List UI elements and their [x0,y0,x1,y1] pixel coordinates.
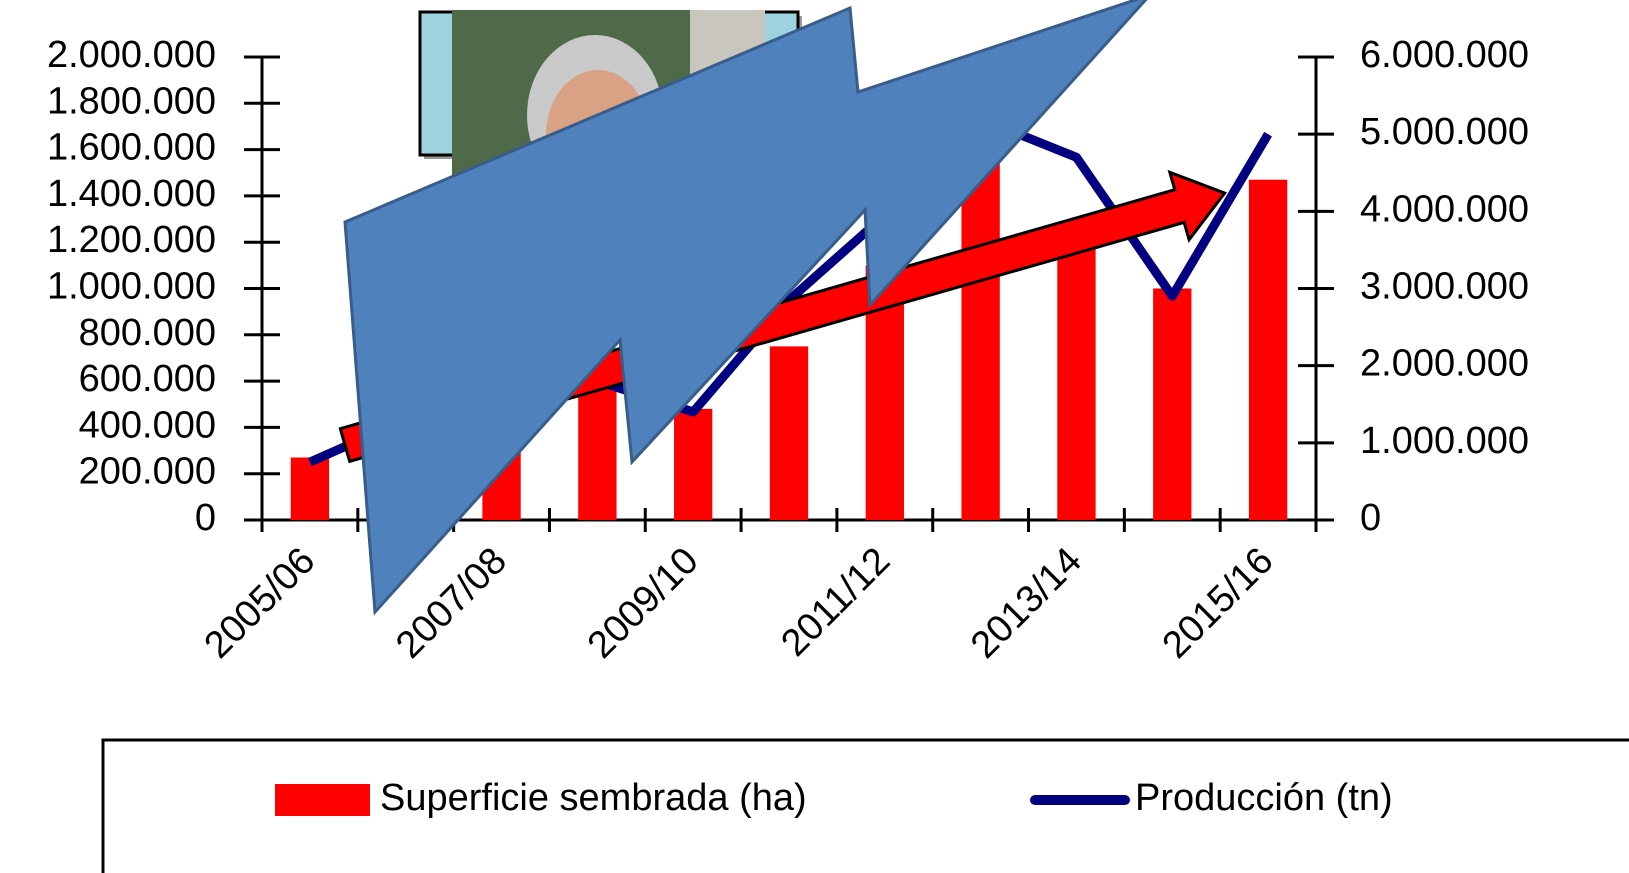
x-tick-label: 2011/12 [773,540,898,665]
chart: 0200.000400.000600.000800.0001.000.0001.… [0,0,1629,873]
y2-tick-label: 5.000.000 [1360,111,1529,153]
y-tick-label: 600.000 [79,358,216,400]
bar [291,457,329,520]
bar [674,409,712,520]
legend-label: Superficie sembrada (ha) [380,777,807,819]
y2-tick-label: 6.000.000 [1360,34,1529,76]
bar [770,346,808,520]
legend-label: Producción (tn) [1135,777,1393,819]
y-tick-label: 0 [195,497,216,539]
y2-tick-label: 3.000.000 [1360,266,1529,308]
bar [1153,289,1191,521]
x-tick-label: 2009/10 [580,540,707,667]
y-tick-label: 400.000 [79,404,216,446]
x-tick-label: 2015/16 [1155,540,1282,667]
bar [1057,231,1095,520]
x-tick-label: 2013/14 [963,540,1090,667]
y-tick-label: 2.000.000 [47,34,216,76]
y2-tick-label: 1.000.000 [1360,420,1529,462]
page: {"chart_data": {"type": "bar", "categori… [0,0,1629,873]
y-tick-label: 200.000 [79,451,216,493]
y2-tick-label: 2.000.000 [1360,343,1529,385]
y2-tick-label: 0 [1360,497,1381,539]
bar [1249,180,1287,520]
y2-tick-label: 4.000.000 [1360,188,1529,230]
bar [961,161,999,520]
y-tick-label: 800.000 [79,312,216,354]
y-tick-label: 1.000.000 [47,266,216,308]
legend-swatch [275,784,370,816]
y-tick-label: 1.400.000 [47,173,216,215]
y-tick-label: 1.600.000 [47,127,216,169]
y-tick-label: 1.800.000 [47,80,216,122]
x-tick-label: 2005/06 [197,540,324,667]
y-tick-label: 1.200.000 [47,219,216,261]
